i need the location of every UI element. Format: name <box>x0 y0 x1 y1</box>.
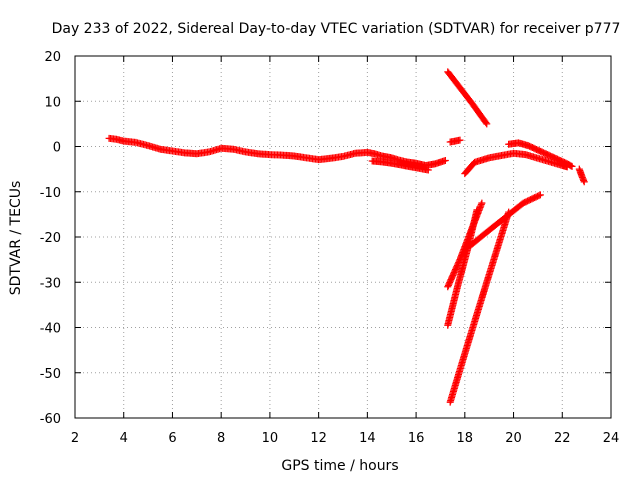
data-point <box>441 157 449 165</box>
data-point <box>567 162 575 170</box>
data-point <box>580 178 588 186</box>
data-point <box>536 191 544 199</box>
y-tick-label: -20 <box>40 231 61 246</box>
x-tick-label: 10 <box>262 431 279 446</box>
x-tick-label: 6 <box>168 431 176 446</box>
data-point <box>568 162 576 170</box>
data-point <box>424 166 432 174</box>
y-tick-label: -60 <box>40 412 61 427</box>
data-point <box>483 120 491 128</box>
y-tick-label: -10 <box>40 186 61 201</box>
data-point <box>535 192 543 200</box>
y-tick-label: -40 <box>40 322 61 337</box>
data-series <box>368 157 432 174</box>
data-series <box>461 149 571 178</box>
data-series <box>444 68 491 128</box>
y-tick-label: -50 <box>40 367 61 382</box>
data-point <box>473 206 481 214</box>
data-point <box>478 199 486 207</box>
x-axis: 2 4 6 8 10 12 14 16 18 20 22 24 <box>71 56 619 446</box>
x-axis-label: GPS time / hours <box>281 458 398 474</box>
data-series <box>575 165 588 186</box>
x-tick-label: 16 <box>408 431 425 446</box>
data-point <box>456 136 464 144</box>
data-layer <box>105 68 588 406</box>
x-tick-label: 8 <box>217 431 225 446</box>
data-series <box>505 139 576 170</box>
x-tick-label: 2 <box>71 431 79 446</box>
y-axis-label: SDTVAR / TECUs <box>8 181 24 296</box>
x-tick-label: 22 <box>554 431 571 446</box>
y-axis: 20 10 0 -10 -20 -30 -40 -50 -60 <box>40 50 611 427</box>
y-tick-label: 0 <box>53 141 61 156</box>
y-tick-label: 20 <box>44 50 61 65</box>
y-tick-label: -30 <box>40 276 61 291</box>
x-tick-label: 20 <box>505 431 522 446</box>
data-series <box>105 134 449 170</box>
y-tick-label: 10 <box>44 95 61 110</box>
grid <box>75 56 611 418</box>
x-tick-label: 14 <box>359 431 376 446</box>
x-tick-label: 12 <box>310 431 327 446</box>
x-tick-label: 18 <box>457 431 474 446</box>
x-tick-label: 24 <box>603 431 620 446</box>
data-point <box>482 119 490 127</box>
chart-title: Day 233 of 2022, Sidereal Day-to-day VTE… <box>52 21 621 37</box>
x-tick-label: 4 <box>120 431 128 446</box>
data-series <box>466 191 544 250</box>
data-series <box>446 136 464 146</box>
